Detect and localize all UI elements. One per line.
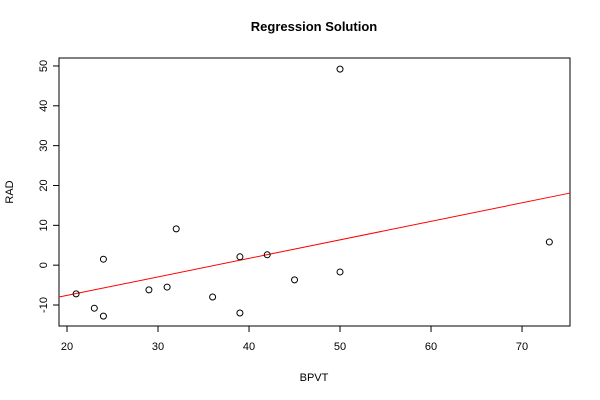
x-tick-label: 50 xyxy=(334,341,346,353)
point xyxy=(236,253,244,261)
plot-frame xyxy=(58,57,571,327)
point xyxy=(545,238,553,246)
x-tick-label: 70 xyxy=(516,341,528,353)
regression-line xyxy=(58,192,571,298)
y-tick-label: -10 xyxy=(38,297,50,313)
point xyxy=(209,293,217,301)
chart-title: Regression Solution xyxy=(251,19,377,34)
x-tick-label: 40 xyxy=(243,341,255,353)
point xyxy=(99,255,107,263)
point xyxy=(90,304,98,312)
y-tick-label: 30 xyxy=(38,140,50,152)
y-tick-label: 40 xyxy=(38,100,50,112)
y-tick-label: 20 xyxy=(38,179,50,191)
y-tick-label: 10 xyxy=(38,219,50,231)
point xyxy=(172,225,180,233)
point xyxy=(336,65,344,73)
point xyxy=(291,276,299,284)
point xyxy=(236,309,244,317)
point xyxy=(99,312,107,320)
x-tick-label: 20 xyxy=(61,341,73,353)
y-tick-label: 50 xyxy=(38,60,50,72)
point xyxy=(145,286,153,294)
x-tick-label: 60 xyxy=(425,341,437,353)
y-tick-label: 0 xyxy=(38,262,50,268)
x-axis-label: BPVT xyxy=(300,372,329,384)
point xyxy=(72,290,80,298)
point xyxy=(163,283,171,291)
point xyxy=(263,251,271,259)
y-axis-label: RAD xyxy=(4,180,16,203)
x-tick-label: 30 xyxy=(152,341,164,353)
point xyxy=(336,268,344,276)
